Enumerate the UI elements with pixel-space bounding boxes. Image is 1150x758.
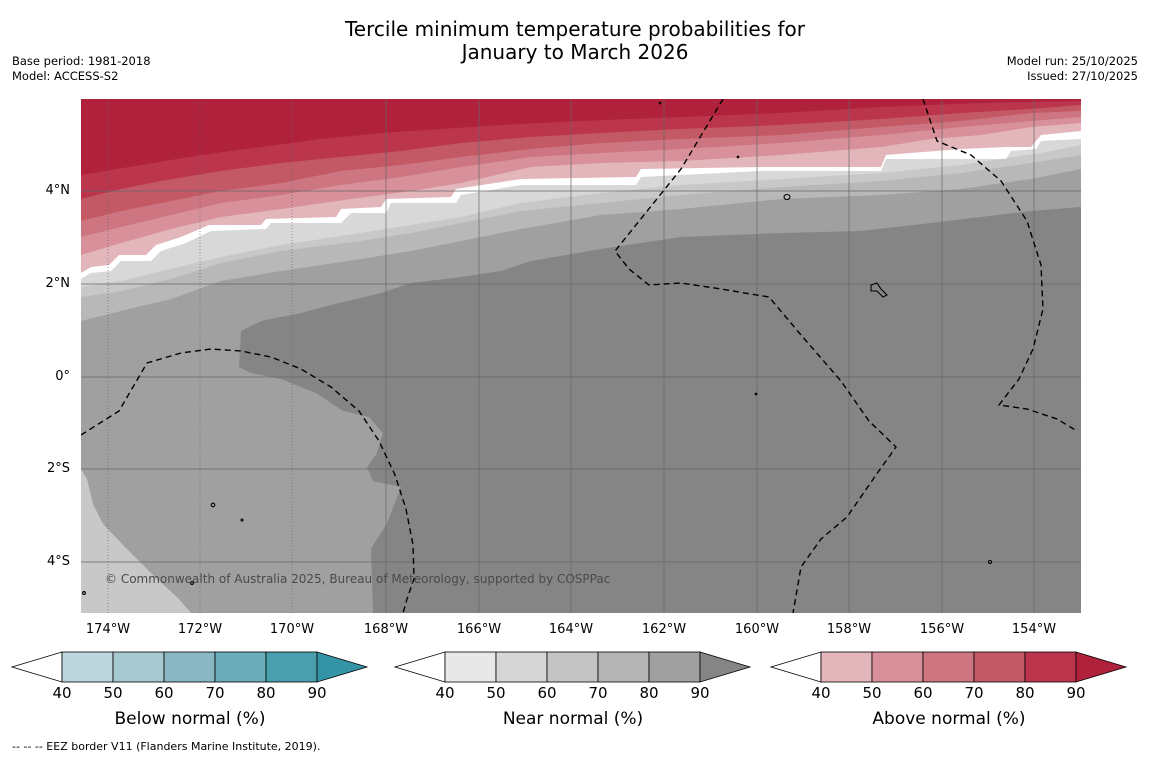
meta-left: Base period: 1981-2018 Model: ACCESS-S2 [12,54,151,84]
colorbar-above-segment [871,651,924,683]
model-run-label: Model run: 25/10/2025 [1006,54,1138,68]
colorbar-above-high-arrow [1075,651,1128,683]
colorbar-near-tick-label: 50 [486,684,506,702]
colorbar-near-tick-label: 60 [537,684,557,702]
lat-label-0: 0° [55,369,70,384]
colorbar-below-tick-label: 70 [205,684,225,702]
colorbar-above-tick-label: 80 [1015,684,1035,702]
lat-label-2n: 2°N [45,276,71,291]
colorbar-near-tick-label: 90 [690,684,710,702]
colorbar-below-tick-label: 50 [103,684,123,702]
lat-label-2s: 2°S [46,461,70,476]
lon-label-166w: 166°W [456,622,502,637]
lon-label-172w: 172°W [177,622,223,637]
island-small-4-icon [987,559,993,565]
colorbar-below-segment [61,651,114,683]
eez-border-west [81,348,415,613]
colorbar-near-segment [495,651,548,683]
colorbar-near-segment [648,651,701,683]
colorbar-below-segment [163,651,216,683]
island-jarvis-icon [783,193,791,201]
colorbar-below [10,651,369,683]
lon-label-158w: 158°W [826,622,872,637]
colorbar-near-high-arrow [699,651,752,683]
lon-label-168w: 168°W [363,622,409,637]
copyright-notice: © Commonwealth of Australia 2025, Bureau… [105,572,611,586]
lat-label-4s: 4°S [46,554,70,569]
islands [82,101,993,595]
island-small-7-icon [736,155,740,159]
lon-label-170w: 170°W [269,622,315,637]
colorbar-above-tick-label: 40 [811,684,831,702]
probability-map [81,99,1081,613]
lon-label-160w: 160°W [734,622,780,637]
colorbar-above-low-arrow [769,651,822,683]
map-svg [81,99,1081,613]
colorbar-near-low-arrow [393,651,446,683]
colorbar-above [769,651,1128,683]
colorbar-below-tick-label: 80 [256,684,276,702]
colorbar-near-tick-label: 40 [435,684,455,702]
island-small-3-icon [82,591,86,595]
issued-label: Issued: 27/10/2025 [1027,69,1138,83]
colorbar-above-segment [820,651,873,683]
island-small-6-icon [658,101,662,105]
colorbar-above-tick-label: 90 [1066,684,1086,702]
colorbar-above-segment [973,651,1026,683]
colorbar-near-tick-label: 70 [588,684,608,702]
gridlines [81,99,1081,613]
eez-borders [81,99,1078,613]
colorbar-near-title: Near normal (%) [502,709,644,729]
island-kiritimati-icon [870,282,888,298]
island-small-2-icon [190,581,194,585]
eez-border-north [614,99,897,613]
colorbar-below-tick-label: 90 [307,684,327,702]
colorbar-below-segment [112,651,165,683]
base-period-label: Base period: 1981-2018 [12,54,151,68]
lon-label-154w: 154°W [1011,622,1057,637]
island-small-5-icon [754,392,758,396]
title-line-2: January to March 2026 [461,40,689,64]
colorbar-near [393,651,752,683]
colorbars-svg [10,651,1128,683]
colorbar-below-high-arrow [316,651,369,683]
colorbar-below-tick-label: 40 [52,684,72,702]
colorbar-below-tick-label: 60 [154,684,174,702]
meta-right: Model run: 25/10/2025 Issued: 27/10/2025 [1007,54,1138,84]
colorbar-near-tick-label: 80 [639,684,659,702]
colorbar-above-segment [922,651,975,683]
region-near-70-south [81,469,191,613]
colorbar-above-tick-label: 70 [964,684,984,702]
island-small-1-icon [240,518,244,522]
colorbar-near-segment [597,651,650,683]
colorbar-above-segment [1024,651,1077,683]
lon-label-174w: 174°W [85,622,131,637]
lon-label-156w: 156°W [919,622,965,637]
colorbar-above-title: Above normal (%) [872,709,1026,729]
model-label: Model: ACCESS-S2 [12,69,119,83]
colorbar-below-segment [214,651,267,683]
colorbar-near-segment [546,651,599,683]
eez-footnote: -- -- -- EEZ border V11 (Flanders Marine… [12,740,321,753]
lat-label-4n: 4°N [45,183,71,198]
colorbar-below-title: Below normal (%) [114,709,266,729]
island-phoenix-icon [210,502,216,508]
map-title: Tercile minimum temperature probabilitie… [0,18,1150,64]
colorbar-below-low-arrow [10,651,63,683]
colorbar-near-segment [444,651,497,683]
colorbar-above-tick-label: 60 [913,684,933,702]
lon-label-162w: 162°W [641,622,687,637]
colorbar-below-segment [265,651,318,683]
title-line-1: Tercile minimum temperature probabilitie… [344,17,806,41]
region-above-90 [81,99,1081,175]
eez-border-east [922,99,1078,432]
lon-label-164w: 164°W [548,622,594,637]
colorbar-above-tick-label: 50 [862,684,882,702]
